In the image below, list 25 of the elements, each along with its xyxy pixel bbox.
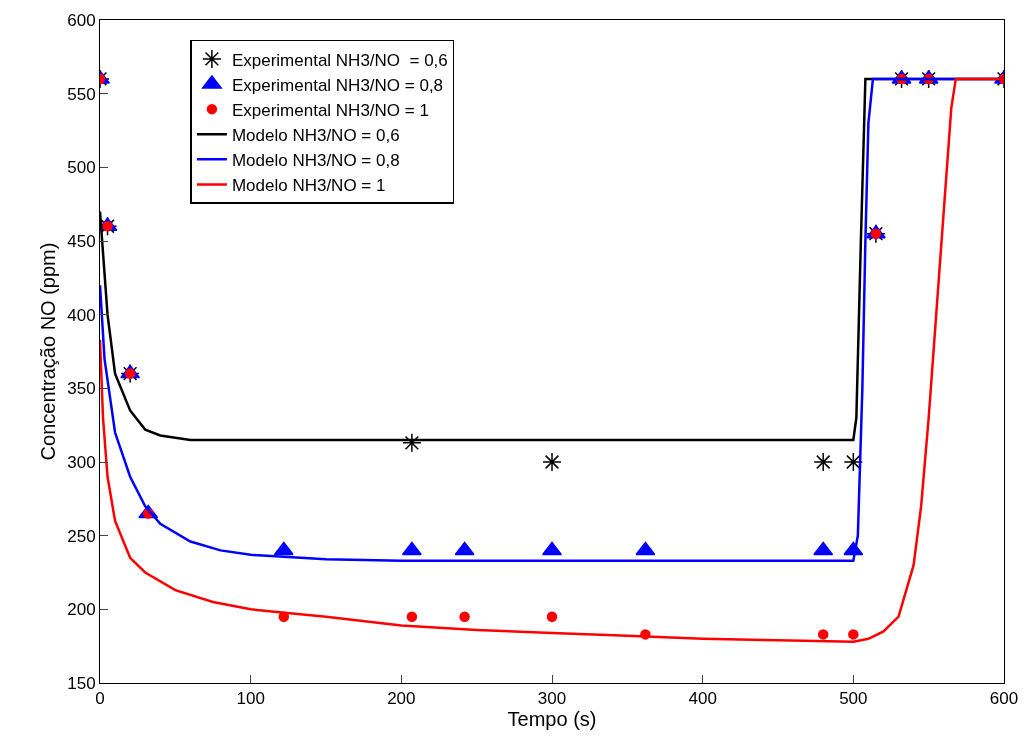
y-axis-title: Concentração NO (ppm) <box>36 242 59 461</box>
x-tick-label: 500 <box>839 689 868 709</box>
y-tick-label: 500 <box>67 158 96 178</box>
x-tick-label: 600 <box>989 689 1019 709</box>
x-tick-label: 100 <box>236 689 265 709</box>
y-tick-label: 250 <box>67 526 96 546</box>
y-tick-label: 350 <box>67 379 96 399</box>
y-tick-label: 400 <box>67 305 96 325</box>
x-tick-label: 0 <box>95 689 105 709</box>
y-tick-label: 300 <box>67 452 96 472</box>
x-tick-label: 400 <box>688 689 717 709</box>
legend-label: Modelo NH3/NO = 0,8 <box>231 150 400 170</box>
x-tick-label: 300 <box>537 689 567 709</box>
legend-label: Modelo NH3/NO = 0,6 <box>231 125 400 145</box>
legend-label: Experimental NH3/NO = 0,8 <box>231 75 444 95</box>
y-tick-label: 200 <box>67 600 96 620</box>
legend-label: Experimental NH3/NO = 0,6 <box>231 50 448 70</box>
y-tick-label: 150 <box>67 673 96 693</box>
legend-label: Modelo NH3/NO = 1 <box>231 176 386 196</box>
y-tick-label: 450 <box>67 231 96 251</box>
x-tick-label: 200 <box>387 689 416 709</box>
y-tick-label: 600 <box>67 10 96 30</box>
x-axis-title: Tempo (s) <box>507 708 597 731</box>
legend-label: Experimental NH3/NO = 1 <box>231 100 429 120</box>
y-tick-label: 550 <box>67 84 96 104</box>
